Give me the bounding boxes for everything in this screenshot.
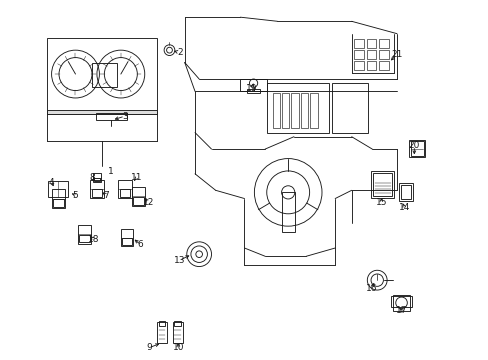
- Bar: [93, 174, 101, 183]
- Bar: [372, 172, 392, 196]
- Text: 13: 13: [173, 256, 185, 265]
- Bar: [410, 141, 423, 156]
- Text: 11: 11: [130, 174, 142, 183]
- Bar: [247, 89, 259, 94]
- Bar: [90, 180, 103, 198]
- Bar: [120, 189, 130, 197]
- Bar: [378, 61, 388, 70]
- Bar: [52, 189, 64, 208]
- Bar: [48, 181, 68, 197]
- Bar: [96, 113, 127, 120]
- Bar: [366, 50, 376, 59]
- Text: 17: 17: [395, 306, 407, 315]
- Text: 19: 19: [245, 84, 257, 93]
- Bar: [79, 235, 90, 242]
- Bar: [353, 61, 363, 70]
- Text: 5: 5: [73, 191, 78, 200]
- Bar: [47, 38, 156, 114]
- Bar: [131, 187, 144, 206]
- Bar: [118, 180, 131, 198]
- Bar: [353, 50, 363, 59]
- Bar: [91, 189, 102, 197]
- Text: 21: 21: [390, 50, 402, 59]
- Text: 6: 6: [138, 240, 143, 249]
- Bar: [240, 79, 266, 91]
- Bar: [291, 93, 298, 128]
- Bar: [390, 296, 411, 307]
- Bar: [310, 93, 317, 128]
- Bar: [392, 295, 409, 311]
- Bar: [94, 178, 100, 181]
- Text: 2: 2: [178, 48, 183, 57]
- Bar: [371, 171, 393, 198]
- Bar: [281, 192, 294, 231]
- Bar: [53, 199, 63, 207]
- Text: 8: 8: [89, 174, 95, 183]
- Bar: [353, 39, 363, 48]
- Bar: [378, 50, 388, 59]
- Text: 7: 7: [103, 191, 109, 200]
- Text: 1: 1: [107, 167, 113, 176]
- Text: 15: 15: [375, 198, 386, 207]
- Text: 4: 4: [49, 177, 54, 186]
- Text: 9: 9: [146, 343, 151, 352]
- Bar: [400, 185, 410, 199]
- Bar: [92, 63, 117, 87]
- Bar: [121, 229, 133, 246]
- Bar: [331, 83, 367, 132]
- Text: 12: 12: [143, 198, 154, 207]
- Bar: [157, 322, 167, 343]
- Bar: [266, 83, 328, 132]
- Bar: [300, 93, 308, 128]
- Text: 16: 16: [365, 284, 376, 293]
- Bar: [366, 39, 376, 48]
- Text: 18: 18: [88, 235, 100, 244]
- Text: 3: 3: [122, 112, 127, 121]
- Bar: [47, 110, 156, 114]
- Bar: [133, 197, 143, 204]
- Text: 14: 14: [398, 203, 409, 212]
- Text: 20: 20: [408, 141, 419, 150]
- Bar: [366, 61, 376, 70]
- Bar: [399, 183, 412, 201]
- Text: 10: 10: [172, 343, 184, 352]
- Bar: [408, 140, 424, 157]
- Bar: [282, 93, 289, 128]
- Bar: [159, 321, 165, 326]
- Bar: [172, 322, 183, 343]
- Bar: [272, 93, 279, 128]
- Bar: [174, 321, 181, 326]
- Bar: [122, 238, 131, 245]
- Bar: [378, 39, 388, 48]
- Bar: [78, 225, 91, 244]
